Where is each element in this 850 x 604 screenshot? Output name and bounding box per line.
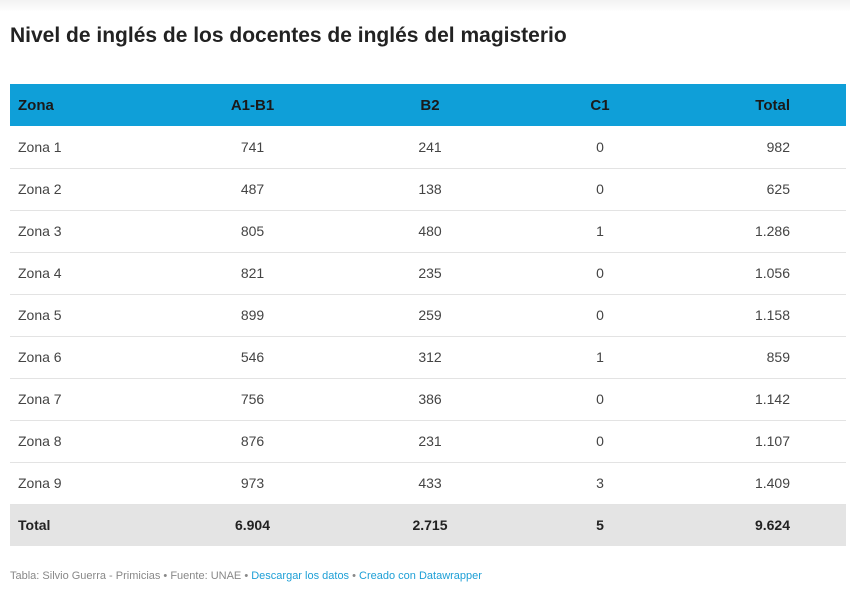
table-cell-a1-b1: 805 (240, 223, 265, 239)
column-header-b2[interactable]: B2 (420, 96, 440, 114)
table-cell-total: 982 (766, 138, 790, 155)
totals-label: Total (18, 517, 51, 534)
table-cell-c1: 0 (596, 265, 604, 281)
table-cell-total: 1.409 (754, 475, 790, 491)
table-cell-a1-b1: 546 (240, 349, 265, 365)
table-cell-c1: 0 (596, 181, 604, 197)
table-row: Zona 1 741 241 0 982 (10, 126, 846, 168)
table-body: Zona 1 741 241 0 982 Zona 2 487 138 0 625 Zona 3 80… (10, 126, 846, 504)
table-cell-a1-b1: 487 (240, 181, 265, 197)
table-cell-zona: Zona 6 (18, 349, 62, 365)
table-cell-a1-b1: 973 (240, 475, 265, 491)
table-cell-total: 1.056 (754, 265, 790, 281)
table-cell-a1-b1: 899 (240, 307, 265, 323)
column-header-zona[interactable]: Zona (18, 96, 54, 114)
table-row: Zona 5 899 259 0 1.158 (10, 294, 846, 336)
data-table: Zona A1-B1 B2 C1 Total Zona 1 741 241 0 982 Z… (10, 84, 846, 546)
table-cell-a1-b1: 741 (240, 138, 265, 155)
table-cell-b2: 433 (418, 475, 442, 491)
source-footer: Tabla: Silvio Guerra - Primicias • Fuent… (10, 570, 482, 582)
table-cell-b2: 312 (418, 349, 442, 365)
table-cell-total: 1.286 (754, 223, 790, 239)
table-row: Zona 6 546 312 1 859 (10, 336, 846, 378)
table-cell-b2: 386 (418, 391, 442, 407)
table-cell-zona: Zona 9 (18, 475, 62, 491)
footer-credit: Tabla: Silvio Guerra - Primicias • Fuent… (10, 570, 252, 582)
table-cell-zona: Zona 5 (18, 307, 62, 323)
table-row: Zona 9 973 433 3 1.409 (10, 462, 846, 504)
table-cell-c1: 0 (596, 433, 604, 449)
table-cell-c1: 1 (596, 349, 604, 365)
totals-cell-b2: 2.715 (412, 517, 448, 534)
table-cell-zona: Zona 4 (18, 265, 62, 281)
table-cell-a1-b1: 756 (240, 391, 265, 407)
table-cell-c1: 3 (596, 475, 604, 491)
download-data-link[interactable]: Descargar los datos (251, 570, 350, 582)
table-cell-b2: 241 (418, 138, 442, 155)
table-cell-zona: Zona 1 (18, 138, 62, 155)
table-cell-a1-b1: 821 (240, 265, 265, 281)
table-cell-b2: 235 (418, 265, 442, 281)
table-cell-b2: 231 (418, 433, 442, 449)
table-cell-c1: 0 (596, 138, 604, 155)
column-header-total[interactable]: Total (755, 96, 790, 114)
table-cell-c1: 0 (596, 391, 604, 407)
table-cell-total: 625 (766, 181, 790, 197)
table-row: Zona 2 487 138 0 625 (10, 168, 846, 210)
table-title: Nivel de inglés de los docentes de inglé… (10, 24, 567, 47)
totals-cell-total: 9.624 (754, 517, 790, 534)
table-cell-total: 859 (766, 349, 790, 365)
top-shadow-bar (0, 0, 850, 12)
totals-cell-c1: 5 (596, 517, 604, 534)
table-cell-b2: 138 (418, 181, 442, 197)
table-cell-b2: 480 (418, 223, 442, 239)
table-cell-total: 1.107 (754, 433, 790, 449)
footer-separator: • (349, 570, 360, 582)
table-row: Zona 8 876 231 0 1.107 (10, 420, 846, 462)
table-cell-zona: Zona 3 (18, 223, 62, 239)
table-cell-zona: Zona 2 (18, 181, 62, 197)
table-cell-a1-b1: 876 (240, 433, 265, 449)
table-cell-c1: 1 (596, 223, 604, 239)
table-cell-zona: Zona 7 (18, 391, 62, 407)
table-cell-total: 1.158 (754, 307, 790, 323)
table-header-row: Zona A1-B1 B2 C1 Total (10, 84, 846, 126)
column-header-a1-b1[interactable]: A1-B1 (230, 96, 275, 114)
created-with-link[interactable]: Creado con Datawrapper (359, 570, 482, 582)
table-cell-zona: Zona 8 (18, 433, 62, 449)
table-totals-row: Total 6.904 2.715 5 9.624 (10, 504, 846, 546)
data-table-container: Zona A1-B1 B2 C1 Total Zona 1 741 241 0 982 Z… (10, 84, 846, 546)
table-cell-b2: 259 (418, 307, 442, 323)
column-header-c1[interactable]: C1 (590, 96, 610, 114)
table-row: Zona 7 756 386 0 1.142 (10, 378, 846, 420)
table-row: Zona 4 821 235 0 1.056 (10, 252, 846, 294)
table-cell-total: 1.142 (754, 391, 790, 407)
table-row: Zona 3 805 480 1 1.286 (10, 210, 846, 252)
table-cell-c1: 0 (596, 307, 604, 323)
totals-cell-a1-b1: 6.904 (234, 517, 271, 534)
